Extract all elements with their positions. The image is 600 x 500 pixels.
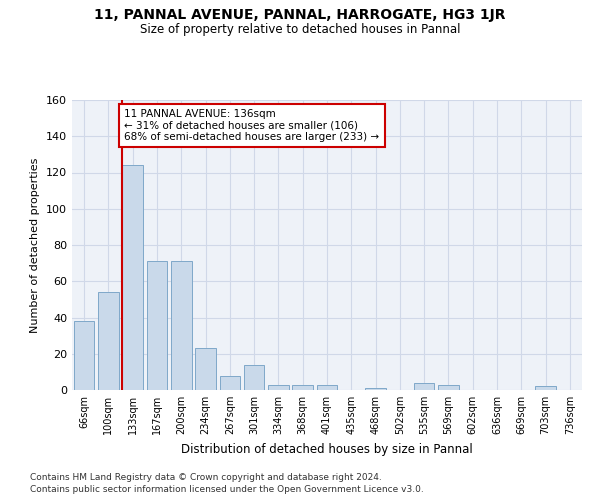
Bar — [98, 292, 119, 390]
Bar — [74, 321, 94, 390]
Bar — [535, 386, 556, 390]
Bar — [268, 384, 289, 390]
Bar — [438, 384, 459, 390]
Text: Size of property relative to detached houses in Pannal: Size of property relative to detached ho… — [140, 22, 460, 36]
Text: 11 PANNAL AVENUE: 136sqm
← 31% of detached houses are smaller (106)
68% of semi-: 11 PANNAL AVENUE: 136sqm ← 31% of detach… — [124, 109, 379, 142]
Text: 11, PANNAL AVENUE, PANNAL, HARROGATE, HG3 1JR: 11, PANNAL AVENUE, PANNAL, HARROGATE, HG… — [94, 8, 506, 22]
Bar — [365, 388, 386, 390]
Bar — [171, 262, 191, 390]
Bar — [317, 384, 337, 390]
Text: Contains public sector information licensed under the Open Government Licence v3: Contains public sector information licen… — [30, 485, 424, 494]
Bar — [146, 262, 167, 390]
Y-axis label: Number of detached properties: Number of detached properties — [31, 158, 40, 332]
Bar — [195, 348, 216, 390]
Bar — [414, 383, 434, 390]
Bar — [220, 376, 240, 390]
Bar — [244, 364, 265, 390]
Text: Distribution of detached houses by size in Pannal: Distribution of detached houses by size … — [181, 442, 473, 456]
Bar — [122, 165, 143, 390]
Text: Contains HM Land Registry data © Crown copyright and database right 2024.: Contains HM Land Registry data © Crown c… — [30, 472, 382, 482]
Bar — [292, 384, 313, 390]
